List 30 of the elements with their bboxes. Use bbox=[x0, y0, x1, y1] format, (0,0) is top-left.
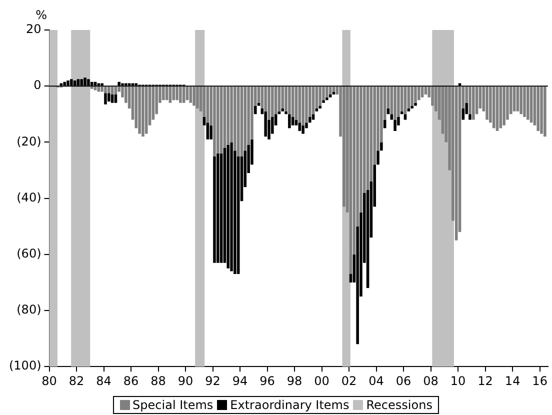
x-tick-label: 92 bbox=[205, 374, 220, 388]
y-axis-title: % bbox=[36, 8, 47, 22]
x-tick-label: 08 bbox=[423, 374, 438, 388]
legend-label: Special Items bbox=[132, 398, 214, 412]
x-tick-label: 94 bbox=[232, 374, 248, 388]
y-tick-label: (100) bbox=[8, 358, 42, 373]
x-tick-label: 96 bbox=[260, 374, 275, 388]
y-tick-label: (80) bbox=[16, 302, 42, 317]
x-tick-label: 12 bbox=[478, 374, 493, 388]
x-tick-label: 82 bbox=[68, 374, 84, 388]
legend-label: Recessions bbox=[365, 398, 432, 412]
x-tick-label: 84 bbox=[96, 374, 112, 388]
x-tick-label: 80 bbox=[42, 374, 57, 388]
x-tick-label: 06 bbox=[396, 374, 412, 388]
x-tick-label: 14 bbox=[504, 374, 520, 388]
x-tick-label: 86 bbox=[123, 374, 139, 388]
x-tick-label: 16 bbox=[532, 374, 548, 388]
x-tick-label: 02 bbox=[341, 374, 357, 388]
x-tick-label: 10 bbox=[450, 374, 466, 388]
y-tick-label: (40) bbox=[16, 190, 42, 204]
x-tick-label: 90 bbox=[178, 374, 194, 388]
x-tick-label: 98 bbox=[286, 374, 302, 388]
y-tick-label: 20 bbox=[26, 22, 42, 36]
x-tick-label: 88 bbox=[150, 374, 166, 388]
y-tick-label: (60) bbox=[16, 246, 42, 261]
y-tick-label: 0 bbox=[34, 78, 42, 92]
legend-label: Extraordinary Items bbox=[229, 398, 350, 412]
x-tick-label: 00 bbox=[314, 374, 330, 388]
y-tick-label: (20) bbox=[16, 134, 42, 148]
x-tick-label: 04 bbox=[368, 374, 384, 388]
